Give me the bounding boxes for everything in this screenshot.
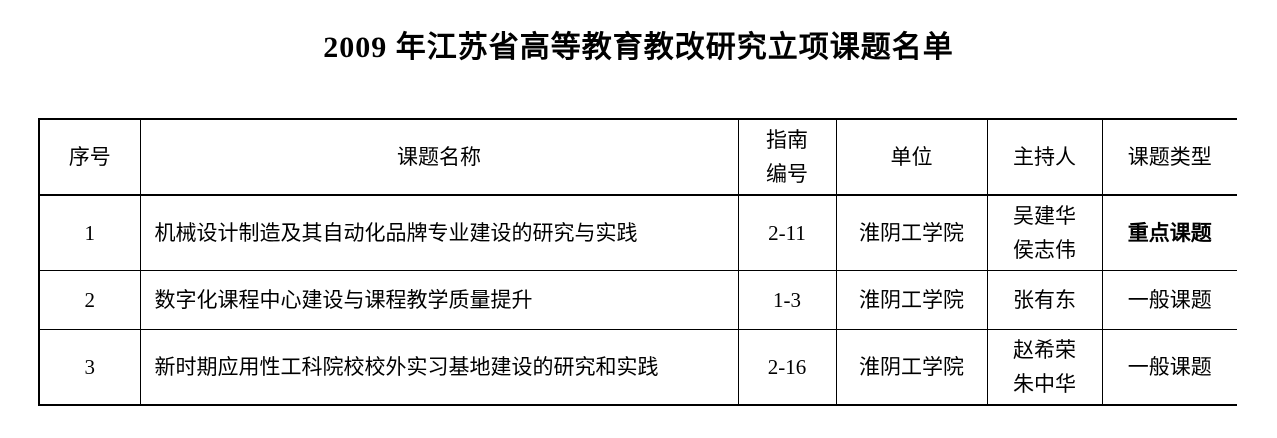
header-leader: 主持人: [986, 118, 1103, 196]
cell-type: 一般课题: [1101, 329, 1237, 406]
header-name: 课题名称: [139, 118, 739, 196]
project-table: 序号 课题名称 指南编号 单位 主持人 课题类型 1 机械设计制造及其自动化品牌…: [38, 118, 1237, 406]
cell-unit: 淮阴工学院: [835, 329, 988, 406]
header-no: 序号: [38, 118, 141, 196]
cell-leaders: 赵希荣 朱中华: [986, 329, 1103, 406]
cell-no: 1: [38, 194, 141, 271]
table-row: 3 新时期应用性工科院校校外实习基地建设的研究和实践 2-16 淮阴工学院 赵希…: [38, 329, 1237, 406]
cell-guide: 1-3: [737, 270, 837, 330]
cell-unit: 淮阴工学院: [835, 270, 988, 330]
header-guide-label: 指南编号: [766, 128, 808, 186]
cell-guide: 2-11: [737, 194, 837, 271]
leader: 赵希荣: [1013, 338, 1076, 362]
cell-name: 机械设计制造及其自动化品牌专业建设的研究与实践: [139, 194, 739, 271]
cell-leaders: 张有东: [986, 270, 1103, 330]
cell-name: 新时期应用性工科院校校外实习基地建设的研究和实践: [139, 329, 739, 406]
leader: 侯志伟: [1013, 238, 1076, 262]
cell-unit: 淮阴工学院: [835, 194, 988, 271]
header-unit: 单位: [835, 118, 988, 196]
table-header-row: 序号 课题名称 指南编号 单位 主持人 课题类型: [38, 118, 1237, 196]
page-title: 2009 年江苏省高等教育教改研究立项课题名单: [323, 31, 954, 64]
table-row: 2 数字化课程中心建设与课程教学质量提升 1-3 淮阴工学院 张有东 一般课题: [38, 270, 1237, 330]
leader: 朱中华: [1013, 372, 1076, 396]
cell-no: 3: [38, 329, 141, 406]
cell-type: 重点课题: [1101, 194, 1237, 271]
table-row: 1 机械设计制造及其自动化品牌专业建设的研究与实践 2-11 淮阴工学院 吴建华…: [38, 194, 1237, 271]
cell-name: 数字化课程中心建设与课程教学质量提升: [139, 270, 739, 330]
leader: 吴建华: [1013, 204, 1076, 228]
cell-type: 一般课题: [1101, 270, 1237, 330]
cell-leaders: 吴建华 侯志伟: [986, 194, 1103, 271]
cell-guide: 2-16: [737, 329, 837, 406]
leader: 张有东: [1013, 288, 1076, 312]
header-type: 课题类型: [1101, 118, 1237, 196]
cell-no: 2: [38, 270, 141, 330]
header-guide: 指南编号: [737, 118, 837, 196]
